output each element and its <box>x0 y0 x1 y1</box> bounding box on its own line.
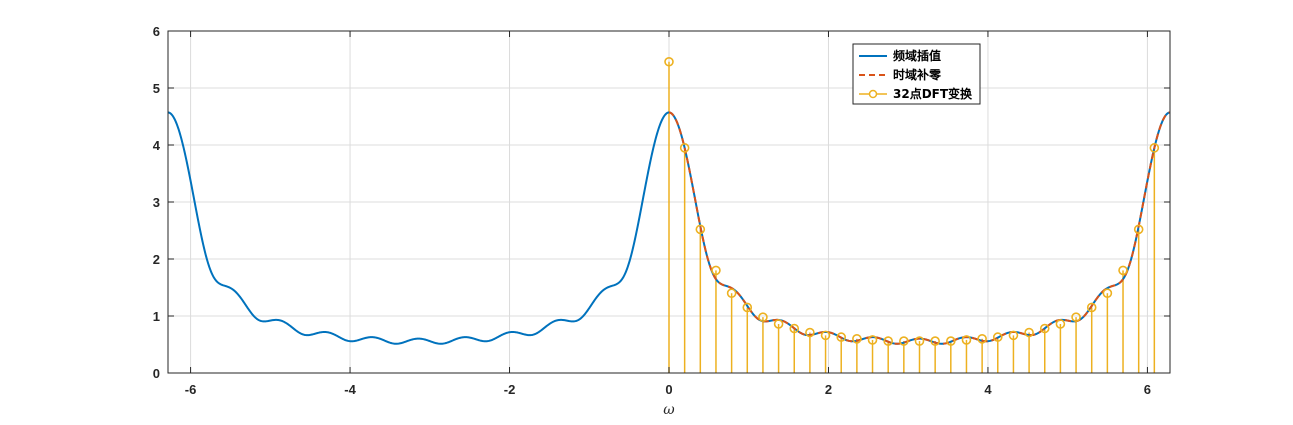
dft-point <box>914 336 925 346</box>
x-tick-label: 6 <box>1144 382 1151 397</box>
dft-point <box>1055 319 1066 329</box>
dft-point <box>664 56 674 67</box>
dft-point <box>789 323 800 334</box>
x-tick-label: -4 <box>344 382 356 397</box>
dft-point <box>899 336 909 346</box>
x-tick-label: -2 <box>504 382 516 397</box>
y-tick-label: 5 <box>153 81 160 96</box>
dft-point <box>1086 302 1097 313</box>
legend-label-dft: 32点DFT变换 <box>893 86 973 101</box>
x-tick-label: 2 <box>825 382 832 397</box>
dft-point <box>695 224 706 235</box>
dft-point <box>977 333 987 344</box>
dft-point <box>679 143 690 153</box>
y-tick-label: 2 <box>153 252 160 267</box>
dft-point <box>867 335 878 345</box>
dft-point <box>930 336 940 346</box>
dft-point <box>1008 330 1019 341</box>
dft-point <box>836 332 847 342</box>
dft-point <box>805 327 815 338</box>
dft-point <box>852 333 862 344</box>
dft-point <box>961 335 972 345</box>
y-tick-label: 1 <box>153 309 160 324</box>
dft-point <box>1071 312 1081 322</box>
y-tick-label: 4 <box>153 138 161 153</box>
dft-stems <box>668 61 1156 373</box>
x-tick-label: -6 <box>185 382 197 397</box>
y-tick-label: 6 <box>153 24 160 39</box>
dft-point <box>726 288 737 299</box>
dft-point <box>1133 224 1144 235</box>
y-tick-label: 3 <box>153 195 160 210</box>
x-tick-label: 0 <box>665 382 672 397</box>
dft-markers <box>664 56 1160 346</box>
dft-point <box>1024 327 1034 338</box>
axes: -6 -4 -2 0 2 4 6 0 1 2 3 4 5 6 ω <box>153 24 1171 418</box>
zero-pad-line <box>668 111 1170 345</box>
dft-point <box>711 265 721 276</box>
dft-point <box>1118 265 1128 276</box>
legend-label-interp: 频域插值 <box>893 48 941 63</box>
legend-marker-dft <box>868 89 878 99</box>
dft-point <box>758 312 768 322</box>
y-tick-label: 0 <box>153 366 160 381</box>
dft-point <box>946 336 956 346</box>
series-layer <box>168 56 1170 373</box>
dft-point <box>742 302 753 313</box>
legend-label-zeropad: 时域补零 <box>893 67 942 82</box>
dft-point <box>773 319 784 329</box>
dft-point <box>992 332 1003 342</box>
x-tick-label: 4 <box>984 382 992 397</box>
dft-point <box>1149 143 1160 153</box>
dft-point <box>1039 323 1050 334</box>
dft-point <box>820 330 831 341</box>
x-axis-label: ω <box>663 402 675 418</box>
dft-point <box>1102 288 1113 299</box>
dft-point <box>883 336 893 346</box>
